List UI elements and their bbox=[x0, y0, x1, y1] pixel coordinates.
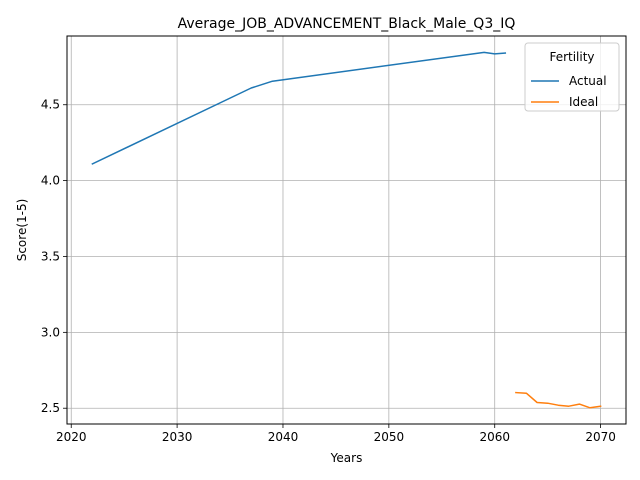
y-tick-label: 3.0 bbox=[41, 325, 60, 339]
x-axis-ticks: 2020 2030 2040 2050 2060 2070 bbox=[56, 424, 616, 444]
x-tick-label: 2050 bbox=[374, 430, 405, 444]
series-line-actual bbox=[91, 51, 507, 165]
plot-frame bbox=[66, 35, 627, 425]
x-tick-label: 2030 bbox=[162, 430, 193, 444]
x-axis-label: Years bbox=[330, 451, 363, 465]
series-lines bbox=[91, 51, 602, 409]
series-line-ideal bbox=[515, 391, 602, 409]
chart-title: Average_JOB_ADVANCEMENT_Black_Male_Q3_IQ bbox=[178, 16, 516, 32]
legend-label-ideal: Ideal bbox=[569, 95, 598, 109]
legend-title: Fertility bbox=[549, 50, 594, 64]
y-axis-ticks: 2.5 3.0 3.5 4.0 4.5 bbox=[41, 98, 67, 415]
x-tick-label: 2060 bbox=[479, 430, 510, 444]
y-axis-label: Score(1-5) bbox=[15, 199, 29, 262]
x-tick-label: 2020 bbox=[56, 430, 87, 444]
x-tick-label: 2070 bbox=[585, 430, 616, 444]
y-tick-label: 3.5 bbox=[41, 249, 60, 263]
legend-label-actual: Actual bbox=[569, 74, 607, 88]
y-tick-label: 4.0 bbox=[41, 174, 60, 188]
y-tick-label: 4.5 bbox=[41, 98, 60, 112]
legend-box bbox=[524, 42, 620, 112]
legend: Fertility Actual Ideal bbox=[524, 42, 620, 112]
y-tick-label: 2.5 bbox=[41, 401, 60, 415]
x-tick-label: 2040 bbox=[268, 430, 299, 444]
